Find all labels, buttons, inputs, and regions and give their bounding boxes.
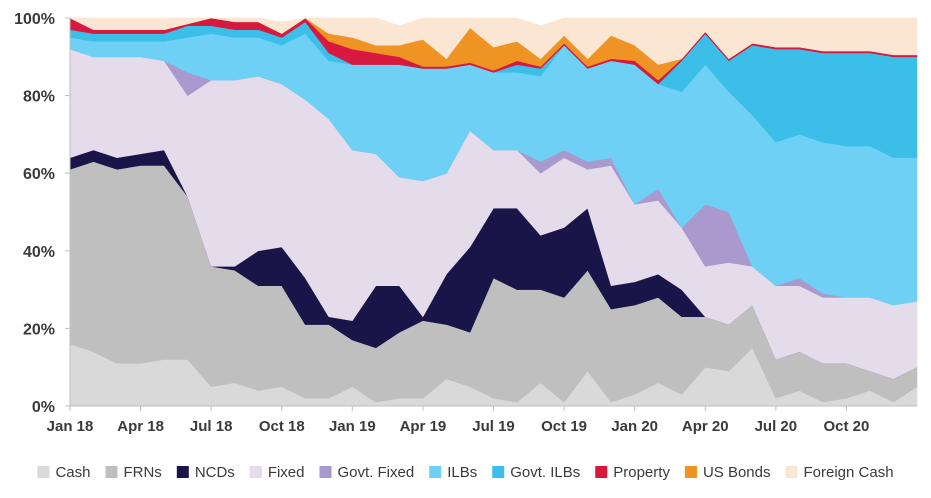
y-tick-label: 60% <box>23 166 55 183</box>
legend-label: Fixed <box>268 464 305 481</box>
legend-item-us-bonds: US Bonds <box>684 464 771 481</box>
legend-item-fixed: Fixed <box>249 464 305 481</box>
x-tick-label: Jul 20 <box>755 418 798 435</box>
legend-label: Govt. Fixed <box>338 464 415 481</box>
x-tick-label: Apr 18 <box>117 418 164 435</box>
axes: 0% 20% 40% 60% 80% 100% Jan 18 Apr 18 Jul 18 Oct … <box>14 11 917 435</box>
area-foreign-cash <box>69 17 918 65</box>
y-tick-label: 0% <box>32 399 55 416</box>
legend-label: NCDs <box>195 464 235 481</box>
legend-item-frns: FRNs <box>105 464 162 481</box>
legend-swatch <box>176 466 189 478</box>
legend-label: Foreign Cash <box>804 464 894 481</box>
y-tick-label: 80% <box>23 89 55 106</box>
x-tick-label: Apr 19 <box>400 418 447 435</box>
legend-swatch <box>105 466 118 478</box>
legend-label: Cash <box>55 464 90 481</box>
y-tick-label: 100% <box>14 11 55 28</box>
x-tick-label: Oct 19 <box>541 418 587 435</box>
legend-label: Govt. ILBs <box>510 464 580 481</box>
x-tick-label: Oct 20 <box>823 418 869 435</box>
legend-label: ILBs <box>447 464 477 481</box>
x-tick-label: Oct 18 <box>259 418 305 435</box>
legend-item-govt-fixed: Govt. Fixed <box>319 464 415 481</box>
legend-label: Property <box>613 464 670 481</box>
y-tick-label: 40% <box>23 244 55 261</box>
legend-swatch <box>492 466 505 478</box>
legend-swatch <box>429 466 442 478</box>
y-tick-label: 20% <box>23 321 55 338</box>
legend-swatch <box>37 466 50 478</box>
legend-swatch <box>785 466 798 478</box>
x-tick-label: Jul 18 <box>190 418 233 435</box>
x-tick-label: Jan 18 <box>47 418 94 435</box>
legend-swatch <box>684 466 697 478</box>
legend-swatch <box>249 466 262 478</box>
x-tick-label: Jan 20 <box>611 418 658 435</box>
legend-label: US Bonds <box>703 464 771 481</box>
x-tick-label: Jul 19 <box>472 418 515 435</box>
x-tick-label: Apr 20 <box>682 418 729 435</box>
legend-item-ilbs: ILBs <box>429 464 477 481</box>
x-tick-label: Jan 19 <box>329 418 376 435</box>
legend-item-govt-ilbs: Govt. ILBs <box>492 464 580 481</box>
legend-swatch <box>595 466 608 478</box>
legend-item-ncds: NCDs <box>176 464 235 481</box>
legend: Cash FRNs NCDs Fixed Govt. Fixed ILBs Govt. IL… <box>37 464 894 481</box>
legend-item-property: Property <box>595 464 670 481</box>
legend-item-foreign-cash: Foreign Cash <box>785 464 894 481</box>
legend-swatch <box>319 466 332 478</box>
legend-item-cash: Cash <box>37 464 90 481</box>
legend-label: FRNs <box>123 464 161 481</box>
area-layers <box>69 17 918 407</box>
